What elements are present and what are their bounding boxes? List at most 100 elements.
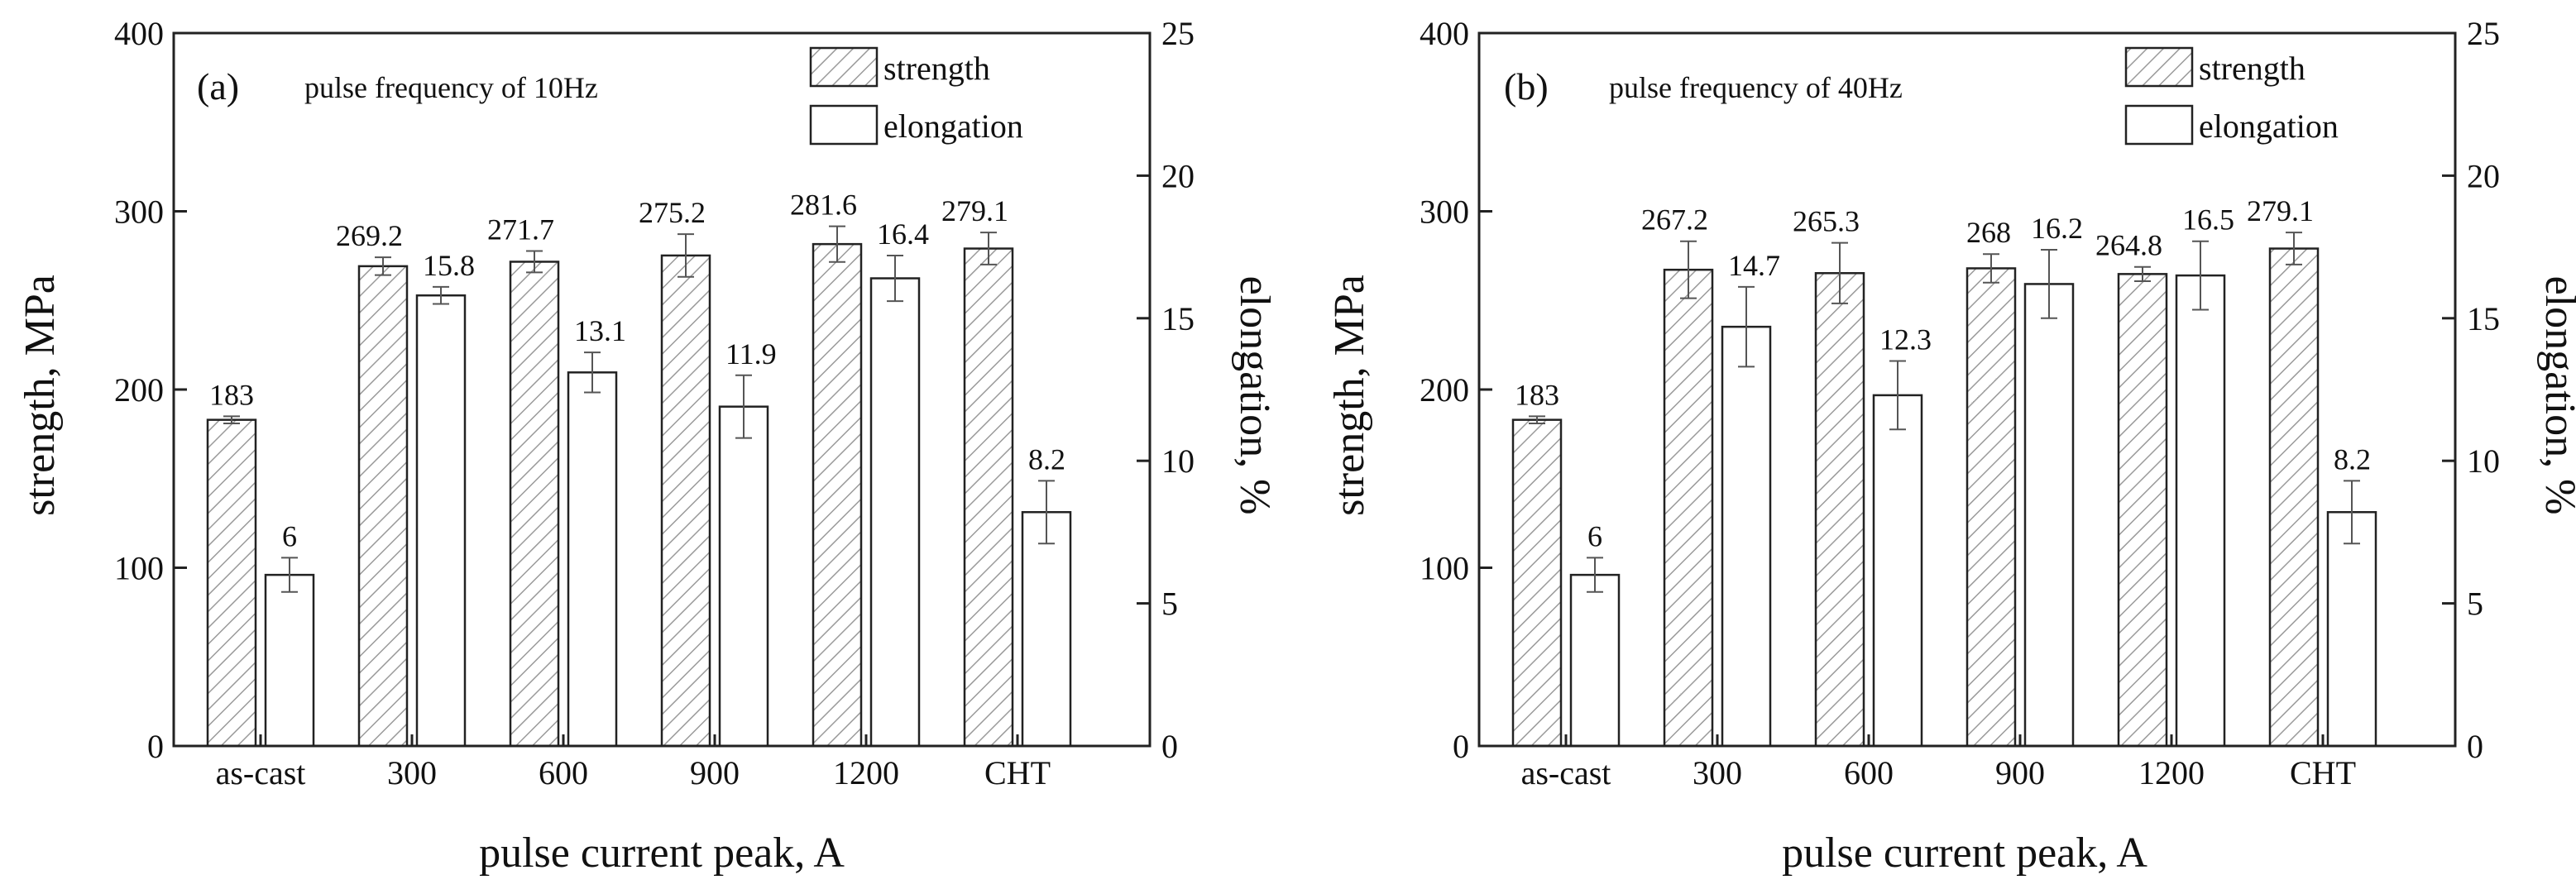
bar-elongation <box>264 573 315 748</box>
value-label-elongation: 16.5 <box>2182 203 2234 237</box>
bar-elongation <box>1569 573 1621 748</box>
legend-label-strength: strength <box>883 50 990 87</box>
error-bar-strength <box>829 225 845 263</box>
error-bar-strength <box>1680 240 1697 299</box>
plot-frame <box>172 31 1152 748</box>
value-label-elongation: 16.4 <box>877 218 929 251</box>
x-tick-label: 1200 <box>2138 754 2205 791</box>
legend: strength elongation <box>809 46 1023 146</box>
x-axis-title: pulse current peak, A <box>1782 829 2147 877</box>
x-tick-label: as-cast <box>1521 754 1611 791</box>
y-tick-label: 100 <box>1420 550 1469 587</box>
value-label-strength: 183 <box>209 378 254 411</box>
value-label-strength: 281.6 <box>790 189 857 222</box>
bar-strength <box>660 254 711 748</box>
error-bar-strength <box>223 415 240 424</box>
y2-tick-label: 0 <box>2467 728 2483 765</box>
legend-swatch-elongation <box>809 104 879 146</box>
y-tick-label: 300 <box>1420 194 1469 231</box>
bar-strength <box>812 242 863 748</box>
y-tick-label: 200 <box>1420 371 1469 409</box>
x-tick-label: CHT <box>2290 754 2356 791</box>
bar-strength <box>2268 247 2320 748</box>
value-label-elongation: 13.1 <box>574 314 626 347</box>
bar-strength <box>2117 273 2168 748</box>
value-label-elongation: 15.8 <box>423 249 475 282</box>
legend-swatch-strength <box>2124 46 2194 88</box>
error-bar-elongation <box>1738 285 1755 368</box>
y2-axis-title: elongation, % <box>1231 276 1278 515</box>
y-tick-label: 400 <box>114 15 164 52</box>
x-tick-label: 900 <box>690 754 740 791</box>
y2-tick-label: 0 <box>1161 728 1178 765</box>
error-bar-elongation <box>1038 480 1055 545</box>
bar-elongation <box>869 277 921 748</box>
bar-strength <box>1663 268 1714 748</box>
bar-elongation <box>2175 274 2226 748</box>
error-bar-strength <box>1983 253 1999 284</box>
x-tick-label: as-cast <box>216 754 306 791</box>
panel-a: (a) pulse frequency of 10Hz strength elo… <box>17 15 1278 877</box>
x-axis-title: pulse current peak, A <box>479 829 845 877</box>
value-label-strength: 268 <box>1966 216 2011 249</box>
error-bar-strength <box>1529 415 1545 424</box>
error-bar-elongation <box>2344 480 2360 545</box>
legend-label-elongation: elongation <box>2199 108 2339 145</box>
value-label-strength: 279.1 <box>2247 194 2314 227</box>
y2-axis-title: elongation, % <box>2536 276 2576 515</box>
panel-subtitle: pulse frequency of 40Hz <box>1609 71 1903 104</box>
error-bar-elongation <box>2192 240 2209 311</box>
value-label-elongation: 8.2 <box>2334 442 2371 476</box>
y2-tick-label: 20 <box>1161 157 1195 194</box>
value-label-elongation: 14.7 <box>1728 249 1780 282</box>
bar-strength <box>1511 418 1563 748</box>
error-bar-strength <box>1831 241 1848 304</box>
y2-tick-label: 10 <box>1161 442 1195 480</box>
y2-tick-label: 15 <box>2467 300 2500 337</box>
y2-tick-label: 5 <box>1161 586 1178 623</box>
bar-elongation <box>2326 511 2377 748</box>
value-label-elongation: 16.2 <box>2031 212 2083 245</box>
y-tick-label: 100 <box>114 550 164 587</box>
x-tick-label: 600 <box>1844 754 1894 791</box>
value-label-strength: 264.8 <box>2095 229 2162 262</box>
panel-label: (a) <box>197 65 239 108</box>
bar-elongation <box>1872 394 1923 748</box>
value-label-elongation: 12.3 <box>1879 323 1932 356</box>
panel-b: (b) pulse frequency of 40Hz strength elo… <box>1326 15 2576 877</box>
y2-tick-label: 5 <box>2467 586 2483 623</box>
bar-strength <box>509 261 560 748</box>
x-tick-label: CHT <box>984 754 1051 791</box>
value-label-strength: 271.7 <box>487 213 554 246</box>
error-bar-strength <box>526 250 543 274</box>
error-bar-strength <box>980 232 997 265</box>
x-tick-label: 1200 <box>833 754 899 791</box>
y2-tick-label: 20 <box>2467 157 2500 194</box>
value-label-elongation: 8.2 <box>1028 442 1065 476</box>
error-bar-elongation <box>2041 249 2057 319</box>
error-bar-strength <box>2286 232 2302 265</box>
x-tick-label: 600 <box>539 754 588 791</box>
error-bar-strength <box>375 256 391 276</box>
error-bar-elongation <box>433 285 449 305</box>
x-tick-label: 300 <box>1693 754 1742 791</box>
bar-elongation <box>1021 511 1072 748</box>
y2-tick-label: 25 <box>2467 15 2500 52</box>
bar-strength <box>1814 272 1865 748</box>
error-bar-elongation <box>1587 557 1603 593</box>
value-label-strength: 269.2 <box>336 219 403 252</box>
y-tick-label: 200 <box>114 371 164 409</box>
value-label-strength: 279.1 <box>941 194 1008 227</box>
error-bar-elongation <box>584 351 601 394</box>
bar-strength <box>357 265 409 748</box>
legend: strength elongation <box>2124 46 2339 146</box>
plot-frame <box>1477 31 2457 748</box>
y2-tick-label: 10 <box>2467 442 2500 480</box>
bar-elongation <box>2023 283 2075 748</box>
bar-strength <box>963 247 1014 748</box>
bar-strength <box>1966 267 2017 748</box>
value-label-strength: 183 <box>1515 378 1559 411</box>
bar-elongation <box>718 405 769 748</box>
legend-label-elongation: elongation <box>883 108 1023 145</box>
panel-label: (b) <box>1504 65 1549 108</box>
